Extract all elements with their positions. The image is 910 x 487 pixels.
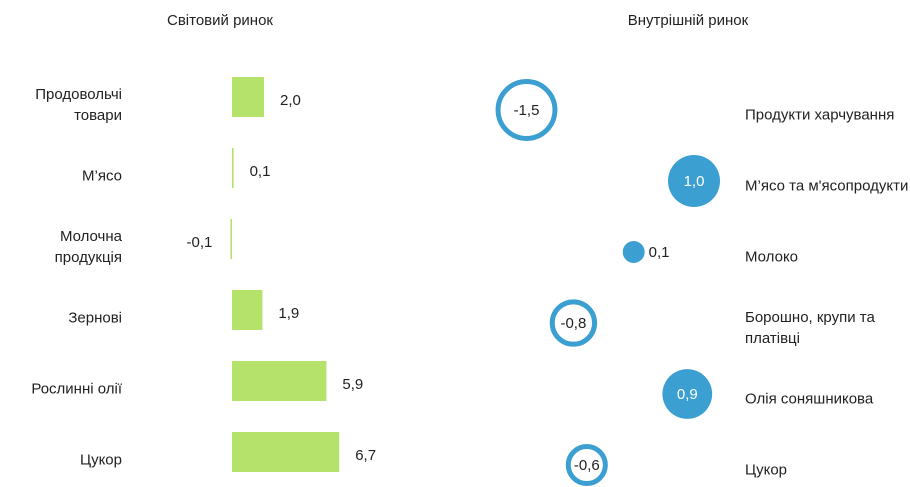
bubble xyxy=(622,241,645,263)
value-label: -0,8 xyxy=(560,315,586,332)
value-label: 0,9 xyxy=(677,386,698,403)
category-label: Рослинні олії xyxy=(31,380,122,398)
bar xyxy=(232,432,340,472)
value-label: 0,1 xyxy=(250,163,271,180)
chart-title: Світовий ринок xyxy=(167,12,273,29)
category-label: Борошно, крупи та платівці xyxy=(745,309,875,347)
bubble xyxy=(668,155,720,207)
value-label: 5,9 xyxy=(342,376,363,393)
bubble xyxy=(549,299,598,347)
category-label: Олія соняшникова xyxy=(745,390,874,408)
bubble xyxy=(495,79,558,141)
category-label: Молочна продукція xyxy=(54,228,122,266)
value-label: 6,7 xyxy=(355,447,376,464)
category-label: Продукти харчування xyxy=(745,106,895,124)
value-label: 2,0 xyxy=(280,92,301,109)
category-label: Молоко xyxy=(745,248,799,266)
bubble xyxy=(662,369,713,419)
value-label: -0,1 xyxy=(187,234,213,251)
category-label: М’ясо xyxy=(82,167,122,185)
value-label: -1,5 xyxy=(514,102,540,119)
value-label: 1,0 xyxy=(684,173,705,190)
category-label: М’ясо та м'ясопродукти xyxy=(745,177,909,195)
bar xyxy=(230,219,232,259)
chart-title: Внутрішній ринок xyxy=(628,12,749,29)
bar xyxy=(232,361,327,401)
value-label: 1,9 xyxy=(278,305,299,322)
value-label: -0,6 xyxy=(574,457,600,474)
category-label: Зернові xyxy=(68,309,122,327)
bar xyxy=(232,290,263,330)
bar xyxy=(232,77,264,117)
category-label: Цукор xyxy=(79,451,122,469)
category-label: Продовольчі товари xyxy=(35,86,122,124)
bubble xyxy=(565,443,608,487)
value-label: 0,1 xyxy=(649,244,670,261)
category-label: Цукор xyxy=(745,461,788,479)
bar xyxy=(232,148,234,188)
